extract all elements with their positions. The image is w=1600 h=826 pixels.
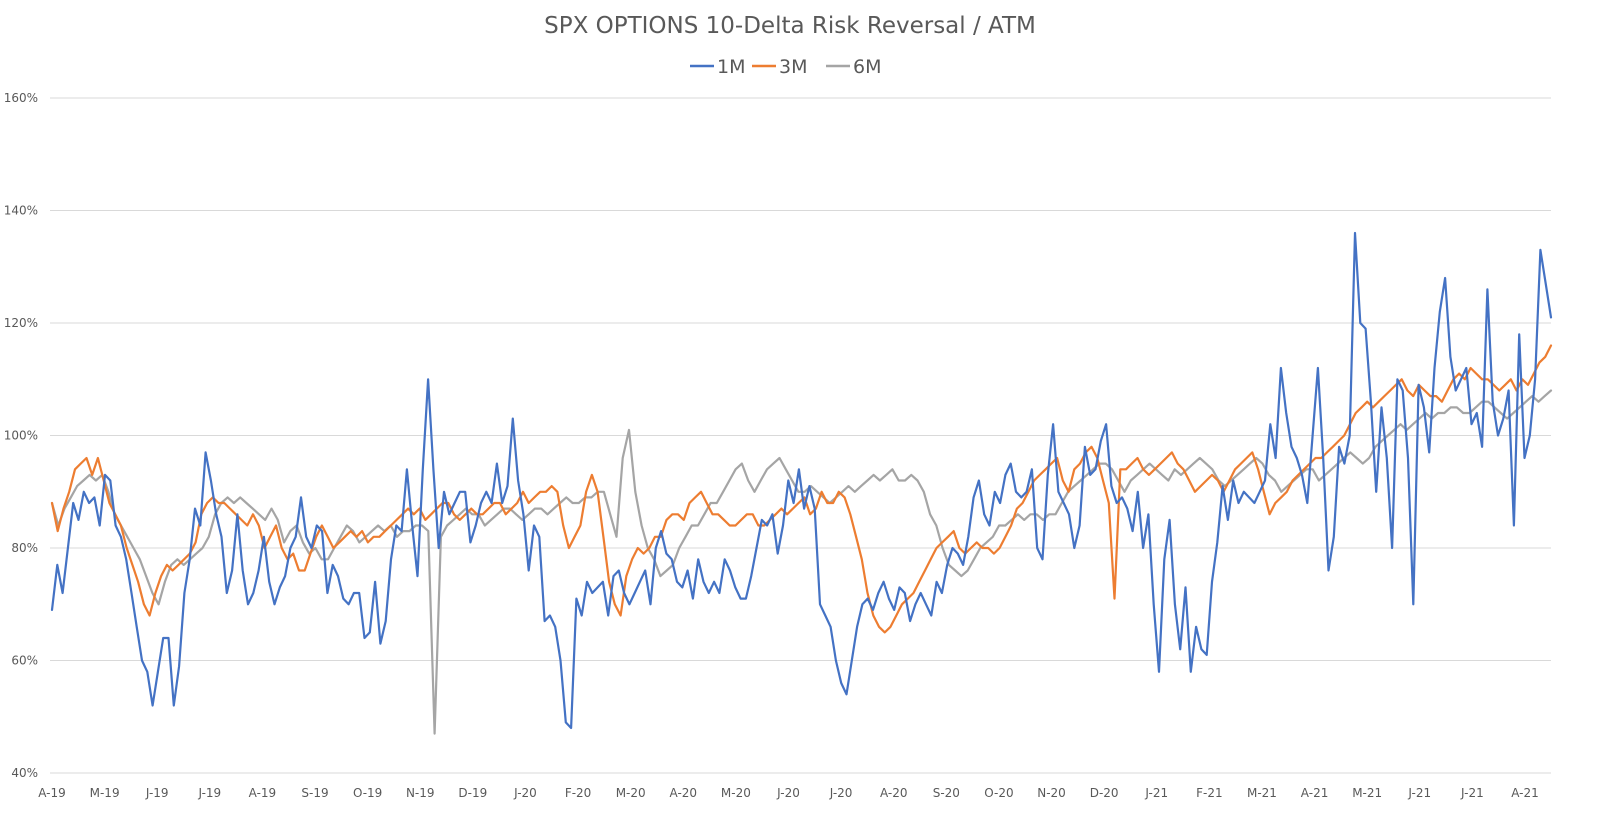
x-tick-label: F-21 [1196,786,1223,800]
x-tick-label: A-19 [249,786,277,800]
x-tick-label: J-20 [513,786,537,800]
plot-area [50,231,1553,735]
legend-label: 6M [853,56,881,78]
x-tick-label: D-20 [1090,786,1119,800]
y-tick-label: 100% [4,429,38,443]
legend-label: 3M [779,56,807,78]
x-tick-label: J-21 [1144,786,1168,800]
y-tick-label: 40% [11,766,38,780]
x-tick-label: D-19 [458,786,487,800]
x-tick-label: M-20 [721,786,751,800]
x-tick-label: O-20 [984,786,1013,800]
x-tick-label: A-21 [1511,786,1539,800]
legend-item-1m: 1M [690,56,745,78]
y-tick-label: 140% [4,204,38,218]
y-tick-label: 160% [4,91,38,105]
x-tick-label: J-19 [197,786,221,800]
x-axis-tick-labels: A-19 M-19 J-19 J-19 A-19 S-19 O-19 N-19 D-19 J-20… [38,786,1539,800]
x-tick-label: J-20 [829,786,853,800]
y-tick-label: 80% [11,541,38,555]
series-line-6m [50,389,1553,735]
x-tick-label: O-19 [353,786,382,800]
x-tick-label: A-20 [880,786,908,800]
y-tick-label: 120% [4,316,38,330]
x-tick-label: J-21 [1460,786,1484,800]
x-tick-label: A-19 [38,786,66,800]
y-tick-label: 60% [11,654,38,668]
x-tick-label: J-21 [1407,786,1431,800]
legend-label: 1M [717,56,745,78]
legend-item-6m: 6M [826,56,881,78]
y-gridlines [50,97,1551,774]
x-tick-label: N-19 [406,786,435,800]
legend-item-3m: 3M [752,56,807,78]
x-tick-label: J-19 [145,786,169,800]
x-tick-label: J-20 [776,786,800,800]
x-tick-label: F-20 [565,786,592,800]
x-tick-label: S-19 [301,786,328,800]
x-tick-label: A-20 [670,786,698,800]
legend: 1M 3M 6M [690,56,881,78]
x-tick-label: M-20 [616,786,646,800]
y-axis-tick-labels: 40% 60% 80% 100% 120% 140% 160% [4,91,38,780]
x-tick-label: M-21 [1352,786,1382,800]
x-tick-label: A-21 [1301,786,1329,800]
x-tick-label: M-19 [90,786,120,800]
series-line-1m [50,231,1553,730]
x-tick-label: N-20 [1037,786,1066,800]
x-tick-label: M-21 [1247,786,1277,800]
x-tick-label: S-20 [933,786,960,800]
chart-title: SPX OPTIONS 10-Delta Risk Reversal / ATM [544,13,1036,39]
